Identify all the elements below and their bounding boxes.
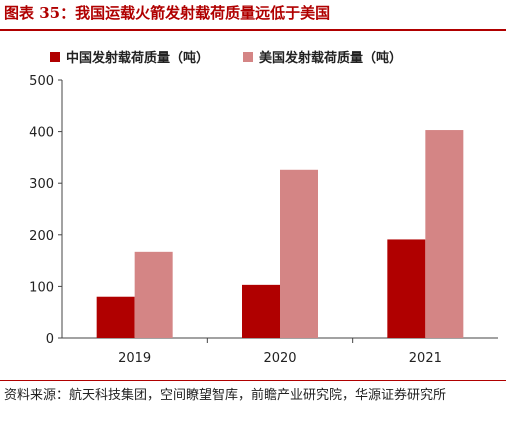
x-tick-label: 2019 (118, 351, 151, 366)
y-tick-label: 0 (46, 332, 54, 347)
x-tick-label: 2021 (409, 351, 442, 366)
legend-swatch-china (50, 51, 60, 62)
source-rule (0, 380, 506, 381)
bar-usa-2019 (134, 251, 173, 338)
legend-label-china: 中国发射载荷质量（吨） (66, 51, 210, 66)
bar-china-2020 (242, 284, 280, 338)
bar-china-2019 (96, 296, 135, 338)
legend-item-china: 中国发射载荷质量（吨） (50, 47, 209, 66)
legend-swatch-usa (243, 51, 254, 62)
y-tick-label: 200 (29, 229, 54, 244)
y-tick-label: 100 (29, 280, 54, 295)
y-tick-label: 500 (29, 74, 54, 89)
legend-item-usa: 美国发射载荷质量（吨） (243, 47, 402, 66)
bar-chart: 0 100 200 300 400 500 2019 2020 2021 (29, 74, 498, 366)
legend-label-usa: 美国发射载荷质量（吨） (259, 51, 403, 66)
x-tick-label: 2020 (263, 351, 296, 366)
chart-legend: 中国发射载荷质量（吨） 美国发射载荷质量（吨） (50, 47, 402, 66)
bar-usa-2021 (425, 130, 464, 338)
y-tick-label: 300 (29, 177, 54, 192)
bar-usa-2020 (280, 169, 318, 338)
y-tick-label: 400 (29, 126, 54, 141)
source-note: 资料来源：航天科技集团，空间瞭望智库，前瞻产业研究院，华源证券研究所 (4, 388, 447, 403)
title-rule (0, 29, 506, 31)
bar-china-2021 (387, 239, 426, 338)
figure-title: 图表 35：我国运载火箭发射载荷质量远低于美国 (4, 4, 331, 22)
